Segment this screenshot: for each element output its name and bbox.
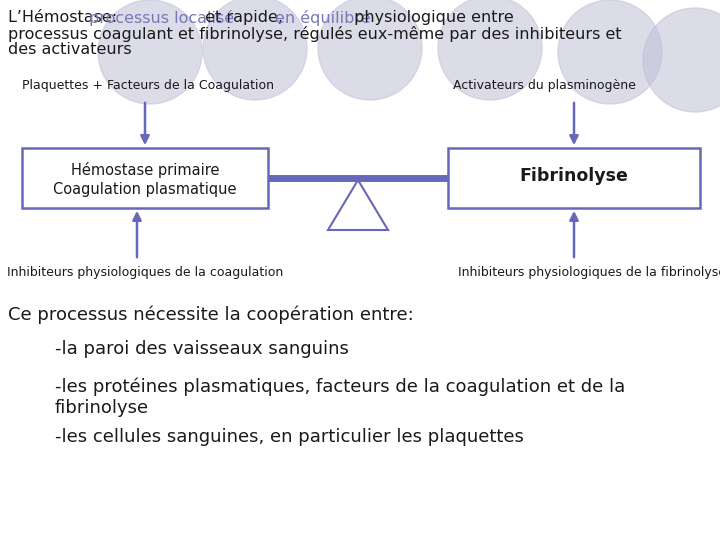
Bar xyxy=(22,148,268,208)
Ellipse shape xyxy=(558,0,662,104)
Ellipse shape xyxy=(318,0,422,100)
Text: Ce processus nécessite la coopération entre:: Ce processus nécessite la coopération en… xyxy=(8,305,414,323)
Bar xyxy=(448,148,700,208)
Text: L’Hémostase:: L’Hémostase: xyxy=(8,10,122,25)
Text: Activateurs du plasminogène: Activateurs du plasminogène xyxy=(453,79,636,92)
Ellipse shape xyxy=(98,0,202,104)
Text: Hémostase primaire: Hémostase primaire xyxy=(71,162,220,178)
Ellipse shape xyxy=(438,0,542,100)
Ellipse shape xyxy=(203,0,307,100)
Text: Fibrinolyse: Fibrinolyse xyxy=(520,167,629,185)
Text: -les cellules sanguines, en particulier les plaquettes: -les cellules sanguines, en particulier … xyxy=(55,428,524,446)
Text: processus localisé: processus localisé xyxy=(89,10,234,26)
Text: Coagulation plasmatique: Coagulation plasmatique xyxy=(53,182,237,197)
Text: Inhibiteurs physiologiques de la fibrinolyse: Inhibiteurs physiologiques de la fibrino… xyxy=(458,266,720,279)
Text: des activateurs: des activateurs xyxy=(8,42,132,57)
Text: Plaquettes + Facteurs de la Coagulation: Plaquettes + Facteurs de la Coagulation xyxy=(22,79,274,92)
Text: Inhibiteurs physiologiques de la coagulation: Inhibiteurs physiologiques de la coagula… xyxy=(7,266,283,279)
Text: et rapide,: et rapide, xyxy=(200,10,288,25)
Text: physiologique entre: physiologique entre xyxy=(349,10,514,25)
Ellipse shape xyxy=(643,8,720,112)
Text: -les protéines plasmatiques, facteurs de la coagulation et de la
fibrinolyse: -les protéines plasmatiques, facteurs de… xyxy=(55,378,625,417)
Text: -la paroi des vaisseaux sanguins: -la paroi des vaisseaux sanguins xyxy=(55,340,349,358)
Text: processus coagulant et fibrinolyse, régulés eux-même par des inhibiteurs et: processus coagulant et fibrinolyse, régu… xyxy=(8,26,621,42)
Text: en équilibre: en équilibre xyxy=(274,10,370,26)
